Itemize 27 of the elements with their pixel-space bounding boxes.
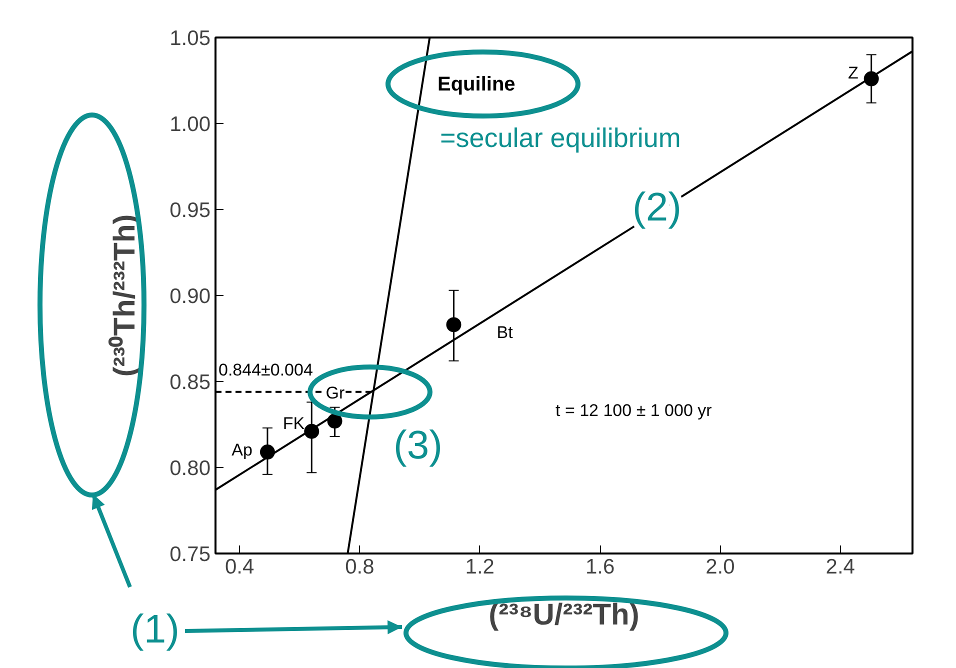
annotation: Z [848, 63, 858, 82]
y-axis-title: (²³⁰Th/²³²Th) [108, 214, 142, 377]
x-tick-label: 1.6 [585, 556, 615, 578]
y-tick-label: 1.05 [170, 27, 211, 50]
y-tick-label: 0.95 [170, 199, 211, 222]
x-tick-label: 2.0 [706, 556, 735, 578]
annotation: Equiline [438, 74, 516, 96]
y-tick-label: 0.75 [170, 543, 211, 566]
annotation: 0.844±0.004 [218, 360, 313, 380]
annotation: Ap [232, 440, 252, 460]
annotation: FK [282, 414, 306, 433]
x-axis-title: (²³⁸U/²³²Th) [488, 598, 640, 632]
y-tick-label: 0.85 [170, 371, 211, 394]
annotation: (3) [394, 424, 442, 468]
annotation: =secular equilibrium [440, 123, 681, 154]
x-tick-label: 2.4 [826, 556, 856, 578]
text: (1) [130, 608, 180, 652]
x-tick-label: 0.4 [224, 556, 254, 578]
y-tick-label: 1.00 [170, 113, 211, 136]
x-tick-label: 0.8 [345, 556, 374, 578]
point [446, 317, 462, 332]
annotation: t = 12 100 ± 1 000 yr [556, 401, 712, 420]
x-tick-label: 1.2 [465, 556, 494, 578]
annotation: Gr [326, 384, 345, 403]
y-tick-label: 0.80 [170, 457, 211, 480]
annotation: Bt [496, 323, 514, 342]
y-tick-label: 0.90 [170, 285, 211, 308]
